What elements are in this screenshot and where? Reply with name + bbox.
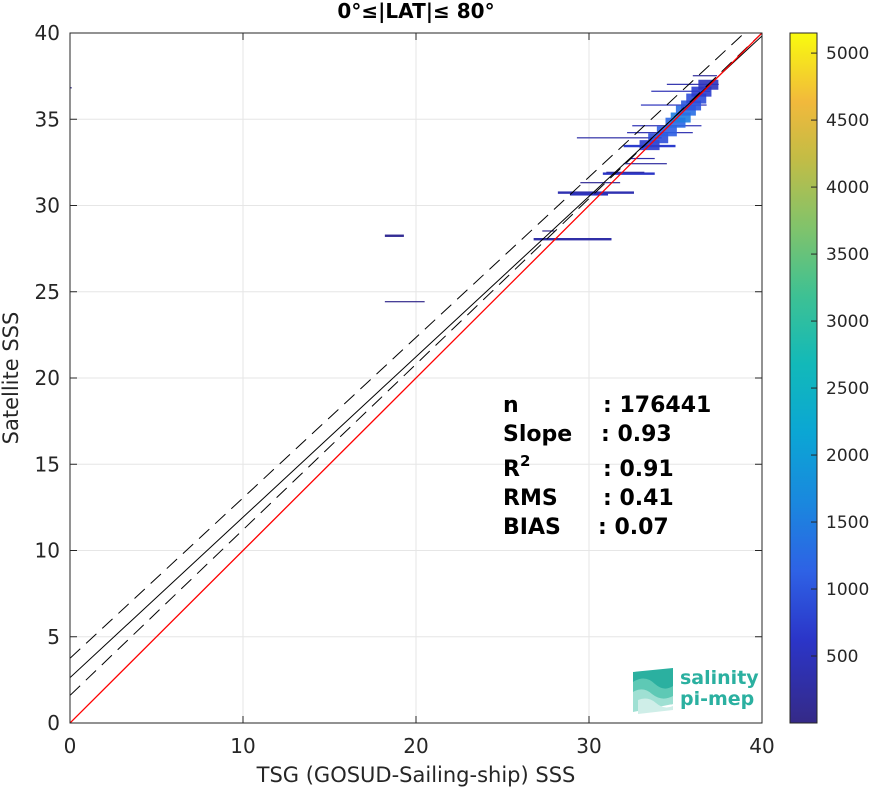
density-cell: [656, 126, 677, 137]
colorbar-tick-label: 3500: [826, 245, 869, 265]
y-tick-label: 30: [35, 194, 60, 218]
logo-waves-icon: [633, 668, 673, 714]
colorbar-frame: [789, 32, 818, 724]
colorbar-tick-label: 4000: [826, 178, 869, 198]
density-segment: [630, 157, 655, 160]
density-segment: [580, 182, 621, 184]
stat-r2-label: R2: [503, 452, 530, 482]
density-cell: [681, 100, 702, 111]
density-segment: [542, 230, 555, 232]
logo-line2: pi-mep: [680, 688, 754, 710]
y-tick-label: 15: [35, 452, 60, 476]
salinity-pi-mep-logo: salinity pi-mep: [633, 667, 759, 714]
density-segment: [692, 75, 718, 77]
x-tick-label: 10: [230, 734, 255, 758]
density-segment: [606, 171, 645, 173]
stat-r2-value: : 0.91: [603, 457, 674, 482]
stat-n-value: : 176441: [603, 393, 711, 418]
colorbar-tick-label: 5000: [826, 44, 869, 64]
colorbar-gradient: [790, 33, 817, 723]
y-tick-label: 40: [35, 21, 60, 45]
density-cell: [670, 112, 691, 123]
colorbar-tick-label: 2000: [826, 446, 869, 466]
y-tick-label: 35: [35, 107, 60, 131]
density-segment: [640, 104, 707, 106]
x-tick-label: 40: [749, 734, 774, 758]
stat-n-label: n: [503, 393, 519, 418]
y-tick-label: 25: [35, 280, 60, 304]
y-tick-label: 20: [35, 366, 60, 390]
stat-bias-label: BIAS: [503, 515, 561, 540]
density-segment: [666, 83, 719, 85]
density-cell: [675, 105, 696, 116]
stat-rms-value: : 0.41: [603, 486, 674, 511]
density-segment: [533, 238, 612, 241]
colorbar-tick-label: 1500: [826, 513, 869, 533]
x-axis-title: TSG (GOSUD-Sailing-ship) SSS: [256, 763, 576, 787]
density-segment: [384, 301, 425, 303]
chart-title: 0°≤|LAT|≤ 80°: [337, 0, 494, 23]
density-segment: [576, 137, 662, 139]
reference-lines: [70, 33, 762, 723]
density-segment: [569, 193, 609, 196]
x-tick-label: 0: [64, 734, 77, 758]
y-axis-title: Satellite SSS: [0, 312, 23, 445]
colorbar-tick-label: 3000: [826, 312, 869, 332]
fit-upper-bound-line: [70, 33, 746, 659]
density-segment: [602, 172, 655, 175]
stat-slope-value: : 0.93: [601, 422, 672, 447]
colorbar-tick-label: 2500: [826, 379, 869, 399]
y-tick-label: 0: [47, 711, 60, 735]
density-cell: [648, 133, 669, 144]
colorbar: 500 1000 1500 2000 2500 3000 3500 4000 4500 5000: [789, 32, 869, 724]
x-tick-label: 30: [576, 734, 601, 758]
density-segment: [384, 234, 404, 237]
density-segment: [623, 163, 667, 165]
stat-rms-label: RMS: [503, 486, 558, 511]
density-cell: [665, 117, 686, 128]
stats-block: n : 176441 Slope : 0.93 R2 : 0.91 RMS : …: [503, 393, 711, 540]
one-to-one-line: [70, 33, 762, 723]
x-tick-label: 20: [403, 734, 428, 758]
y-tick-label: 10: [35, 539, 60, 563]
colorbar-tick-label: 1000: [826, 580, 869, 600]
density-segment: [651, 90, 711, 92]
stat-slope-label: Slope: [503, 422, 572, 447]
logo-line1: salinity: [680, 667, 759, 689]
density-segment: [70, 87, 72, 89]
regression-fit-line: [70, 35, 762, 678]
y-tick-label: 5: [47, 625, 60, 649]
colorbar-ticks: 500 1000 1500 2000 2500 3000 3500 4000 4500 5000: [811, 44, 869, 667]
axis-ticks: 0 10 20 30 40 0 5 10 15 20 25 30 35 40: [35, 21, 775, 758]
colorbar-tick-label: 500: [826, 647, 858, 667]
colorbar-tick-label: 4500: [826, 111, 869, 131]
stat-bias-value: : 0.07: [598, 515, 669, 540]
